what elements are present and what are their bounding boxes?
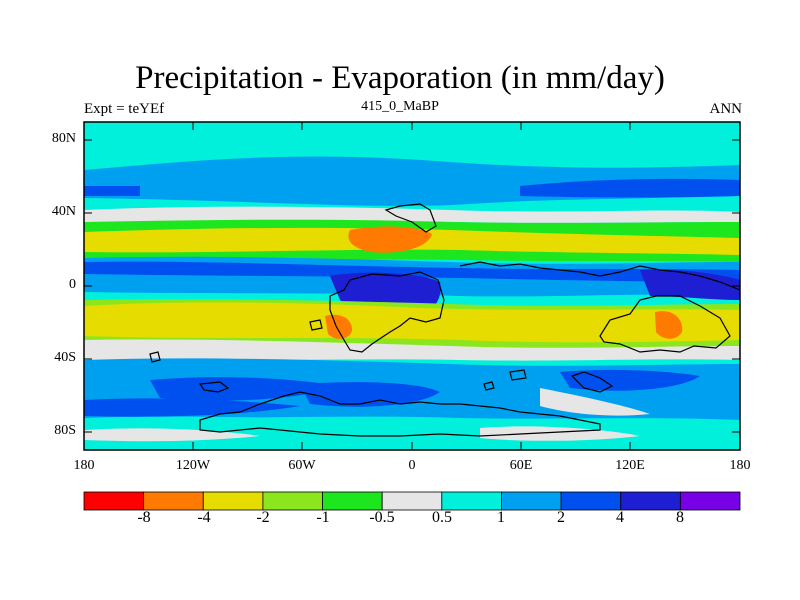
x-tick-label: 0 (408, 458, 416, 473)
colorbar-label: -4 (197, 509, 211, 526)
colorbar-swatch (679, 491, 741, 511)
y-ticks (84, 139, 740, 433)
colorbar (83, 491, 741, 511)
y-tick-label: 40N (51, 204, 76, 219)
y-tick-label: 80N (51, 131, 76, 146)
colorbar-label: 2 (557, 509, 565, 526)
colorbar-swatch (501, 491, 562, 511)
colorbar-label: 0.5 (432, 509, 452, 526)
experiment-label: Expt = teYEf (84, 101, 165, 117)
time-label: 415_0_MaBP (361, 99, 439, 114)
coastlines (149, 203, 740, 437)
season-label: ANN (709, 101, 743, 117)
x-tick-label: 180 (73, 458, 95, 473)
colorbar-label: 8 (676, 509, 684, 526)
colorbar-swatch (620, 491, 681, 511)
colorbar-swatch (441, 491, 502, 511)
colorbar-swatch (262, 491, 323, 511)
colorbar-label: -1 (316, 509, 330, 526)
x-tick-label: 60E (509, 458, 533, 473)
x-tick-label: 60W (288, 458, 316, 473)
map-title: Precipitation - Evaporation (in mm/day) (135, 60, 665, 96)
colorbar-swatch (322, 491, 383, 511)
colorbar-label: -2 (256, 509, 270, 526)
colorbar-label: 1 (497, 509, 505, 526)
colorbar-swatch (83, 491, 145, 511)
colorbar-swatch (381, 491, 443, 511)
x-tick-label: 120W (175, 458, 211, 473)
colorbar-swatch (560, 491, 622, 511)
colorbar-label: 4 (616, 509, 624, 526)
x-tick-label: 120E (615, 458, 645, 473)
colorbar-swatch (143, 491, 204, 511)
precip-evap-field (84, 122, 740, 450)
y-tick-label: 0 (69, 277, 76, 292)
y-tick-label: 40S (54, 350, 76, 365)
x-ticks (83, 122, 631, 450)
colorbar-label: -0.5 (369, 509, 395, 526)
x-tick-label: 180 (729, 458, 751, 473)
y-tick-label: 80S (54, 423, 76, 438)
colorbar-swatch (202, 491, 264, 511)
colorbar-label: -8 (137, 509, 151, 526)
